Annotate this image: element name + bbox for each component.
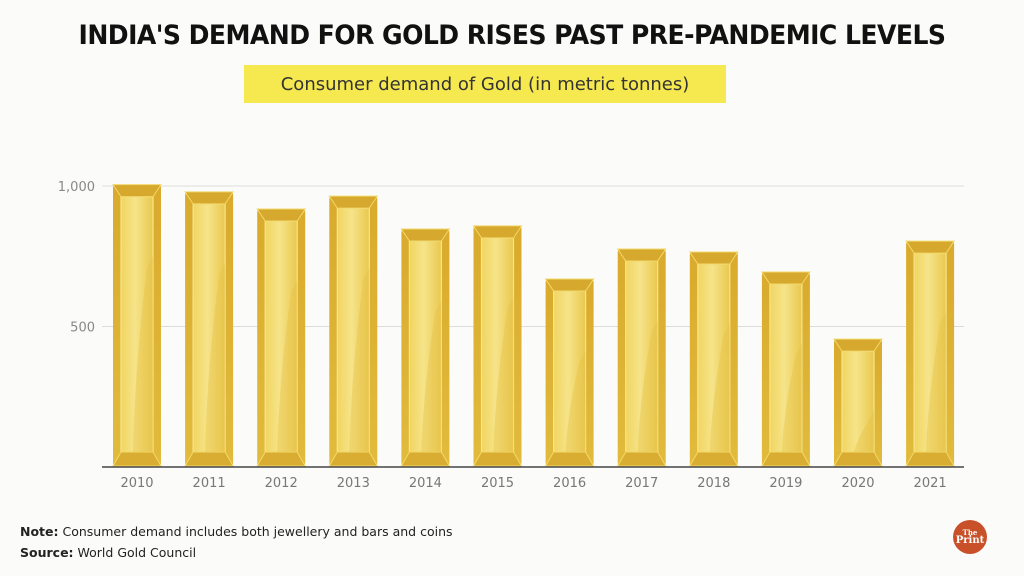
source-text: World Gold Council bbox=[73, 545, 197, 560]
bar-top-bevel bbox=[112, 184, 162, 198]
note-text: Consumer demand includes both jewellery … bbox=[58, 524, 453, 539]
bar-2018 bbox=[688, 251, 739, 467]
x-tick-label: 2016 bbox=[553, 476, 586, 491]
bar-face bbox=[552, 290, 587, 453]
bar-bottom-bevel bbox=[833, 451, 883, 467]
bar-top-bevel bbox=[256, 208, 307, 222]
bar-2015 bbox=[472, 225, 523, 467]
bar-sheen bbox=[565, 351, 586, 452]
theprint-logo: The Print bbox=[953, 520, 987, 554]
bar-sheen bbox=[205, 263, 226, 452]
bar-bottom-bevel bbox=[256, 451, 307, 467]
bar-2014 bbox=[400, 228, 451, 467]
bar-sheen bbox=[133, 256, 153, 452]
bar-top-bevel bbox=[328, 195, 379, 209]
bar-sheen bbox=[493, 297, 514, 452]
bar-sheen bbox=[277, 281, 298, 452]
bar-2016 bbox=[544, 278, 595, 467]
bar-face bbox=[336, 207, 370, 453]
bar-sheen bbox=[781, 343, 802, 452]
bar-2019 bbox=[760, 271, 811, 467]
bar-sheen bbox=[637, 320, 658, 452]
x-tick-label: 2015 bbox=[481, 476, 514, 491]
bar-top-bevel bbox=[400, 228, 451, 242]
y-tick-label: 500 bbox=[70, 321, 95, 336]
bar-bottom-bevel bbox=[328, 451, 379, 467]
bar-sheen bbox=[709, 324, 730, 452]
chart-subtitle: Consumer demand of Gold (in metric tonne… bbox=[244, 65, 726, 103]
chart-title: INDIA'S DEMAND FOR GOLD RISES PAST PRE-P… bbox=[78, 20, 946, 51]
source-line: Source: World Gold Council bbox=[20, 542, 453, 563]
bar-2012 bbox=[256, 208, 307, 467]
bar-face bbox=[120, 195, 154, 453]
bar-sheen bbox=[854, 411, 874, 452]
logo-line2: Print bbox=[955, 534, 985, 546]
x-tick-label: 2012 bbox=[265, 476, 298, 491]
logo-line1: The bbox=[962, 527, 978, 537]
bar-bottom-bevel bbox=[688, 451, 739, 467]
bar-top-bevel bbox=[472, 225, 523, 239]
bar-bottom-bevel bbox=[112, 451, 162, 467]
bar-sheen bbox=[926, 313, 947, 452]
x-tick-label: 2011 bbox=[193, 476, 226, 491]
bar-face bbox=[625, 260, 659, 453]
bar-top-bevel bbox=[760, 271, 811, 285]
x-tick-label: 2017 bbox=[625, 476, 658, 491]
x-tick-label: 2014 bbox=[409, 476, 442, 491]
x-tick-label: 2021 bbox=[914, 476, 947, 491]
bar-bottom-bevel bbox=[616, 451, 667, 467]
bar-top-bevel bbox=[616, 248, 667, 262]
bar-top-bevel bbox=[184, 191, 235, 205]
bar-2013 bbox=[328, 195, 379, 467]
bar-2011 bbox=[184, 191, 235, 467]
bar-bottom-bevel bbox=[400, 451, 451, 467]
bar-bottom-bevel bbox=[184, 451, 234, 467]
bar-top-bevel bbox=[833, 338, 883, 352]
bar-bottom-bevel bbox=[761, 451, 811, 467]
bar-face bbox=[913, 252, 947, 453]
bar-face bbox=[769, 283, 803, 453]
y-tick-label: 1,000 bbox=[58, 180, 95, 195]
bar-2017 bbox=[616, 248, 667, 467]
bar-top-bevel bbox=[688, 251, 739, 265]
x-tick-label: 2020 bbox=[841, 476, 874, 491]
bar-bottom-bevel bbox=[544, 451, 595, 467]
bar-bottom-bevel bbox=[905, 451, 955, 467]
x-tick-label: 2018 bbox=[697, 476, 730, 491]
x-tick-label: 2019 bbox=[769, 476, 802, 491]
bar-top-bevel bbox=[905, 240, 956, 254]
bar-2021 bbox=[905, 240, 956, 467]
bar-2010 bbox=[112, 184, 162, 467]
note-label: Note: bbox=[20, 524, 59, 539]
footer: Note: Consumer demand includes both jewe… bbox=[20, 521, 453, 563]
bar-face bbox=[697, 263, 731, 453]
source-label: Source: bbox=[20, 545, 74, 560]
x-tick-label: 2010 bbox=[120, 476, 153, 491]
bar-sheen bbox=[349, 268, 370, 452]
bar-sheen bbox=[421, 300, 442, 452]
bar-2020 bbox=[833, 338, 883, 467]
note-line: Note: Consumer demand includes both jewe… bbox=[20, 521, 453, 542]
x-tick-label: 2013 bbox=[337, 476, 370, 491]
bar-top-bevel bbox=[544, 278, 595, 292]
bar-bottom-bevel bbox=[472, 451, 523, 467]
